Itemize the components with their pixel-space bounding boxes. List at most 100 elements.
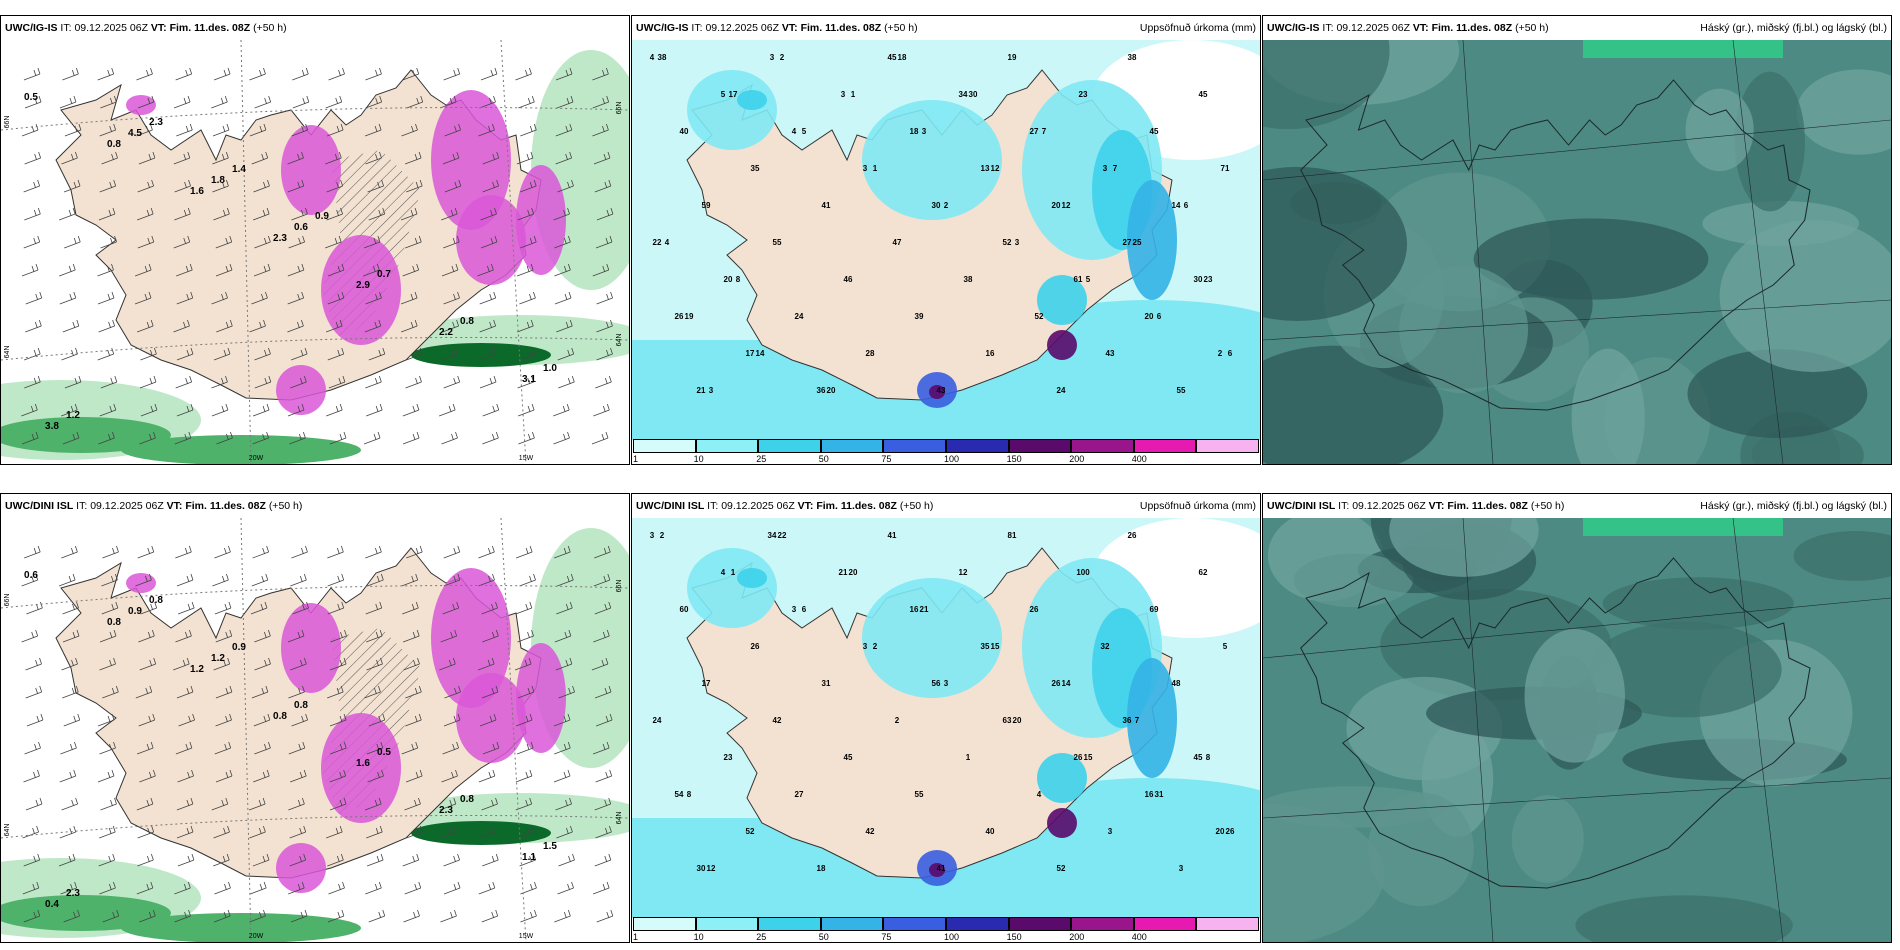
precip-value: 7 xyxy=(1113,164,1118,173)
wind-barb xyxy=(213,347,231,361)
precip-value: 45 xyxy=(1194,753,1203,762)
wind-barb xyxy=(478,545,495,559)
wind-barb xyxy=(99,179,117,193)
wind-barb xyxy=(405,685,422,699)
wind-barb xyxy=(594,601,612,615)
wind-barb xyxy=(253,263,271,277)
wind-barb xyxy=(291,123,309,137)
precip-value: 56 xyxy=(932,679,941,688)
wind-barb xyxy=(594,797,612,811)
wind-barb xyxy=(213,67,231,81)
wind-barb xyxy=(213,207,230,221)
wind-barb xyxy=(555,657,573,671)
cloud-panel-dini: UWC/DINI ISL IT: 09.12.2025 06Z VT: Fim.… xyxy=(1262,493,1892,943)
snow-shade xyxy=(516,643,566,753)
cloud-shade xyxy=(1685,88,1754,172)
wind-barb xyxy=(212,151,229,165)
precip-value: 24 xyxy=(795,312,804,321)
lead-time: (+50 h) xyxy=(899,500,934,512)
precip-value: 13 xyxy=(981,164,990,173)
wind-barb xyxy=(555,151,573,165)
wind-barb xyxy=(248,797,266,811)
wind-barb xyxy=(289,431,306,445)
precip-value: 23 xyxy=(724,753,733,762)
legend-swatch xyxy=(1071,439,1134,453)
wind-barb xyxy=(23,853,41,867)
grid-label: 15W xyxy=(519,933,534,940)
precip-value: 54 xyxy=(675,790,684,799)
wind-barb xyxy=(368,347,386,361)
precip-value: 55 xyxy=(915,790,924,799)
wind-barb xyxy=(443,853,460,867)
precip-value: 3 xyxy=(841,90,846,99)
wind-barb xyxy=(99,123,117,137)
wind-barb xyxy=(477,657,495,671)
wind-barb xyxy=(553,207,570,221)
precip-value: 3 xyxy=(1179,864,1184,873)
cloud-shade xyxy=(1793,530,1891,581)
wind-barb xyxy=(441,207,458,221)
wind-barb xyxy=(406,179,423,193)
it-value: 09.12.2025 06Z xyxy=(1336,22,1410,34)
precip-value: 38 xyxy=(1128,53,1137,62)
wind-barb xyxy=(137,95,155,109)
wind-barb xyxy=(140,601,158,615)
precip-value: 35 xyxy=(981,642,990,651)
wind-barb xyxy=(366,657,383,671)
wind-barb xyxy=(176,123,193,137)
precip-contour xyxy=(737,568,767,588)
wind-barb xyxy=(329,657,347,671)
vt-label: VT: xyxy=(166,500,183,512)
wind-barb xyxy=(177,601,195,615)
wind-barb xyxy=(63,909,80,923)
wind-value: 0.7 xyxy=(377,269,391,280)
wind-barb xyxy=(402,67,420,81)
wind-barb xyxy=(97,713,115,727)
wind-barb xyxy=(558,375,575,389)
legend-tick: 25 xyxy=(756,454,767,464)
wind-barb xyxy=(290,573,307,587)
precip-value: 3 xyxy=(709,386,714,395)
wind-barb xyxy=(556,825,573,839)
wind-barb xyxy=(64,375,82,389)
wind-barb xyxy=(327,573,345,587)
precip-value: 5 xyxy=(1223,642,1228,651)
cloud-title: Háský (gr.), miðský (fj.bl.) og lágský (… xyxy=(1700,22,1887,34)
wind-barb xyxy=(591,431,609,445)
legend-swatch xyxy=(1196,439,1259,453)
precip-contour xyxy=(862,578,1002,698)
wind-barb xyxy=(330,741,347,755)
it-value: 09.12.2025 06Z xyxy=(1352,500,1426,512)
precip-value: 23 xyxy=(1204,275,1213,284)
wind-barb xyxy=(443,573,461,587)
snow-shade xyxy=(281,603,341,693)
wind-barb xyxy=(250,881,267,895)
wind-value: 1.4 xyxy=(232,164,246,175)
precip-value: 39 xyxy=(915,312,924,321)
precip-shade xyxy=(1,417,171,453)
vt-value: Fim. 11.des. 08Z xyxy=(169,22,251,34)
grid-label: 15W xyxy=(519,455,534,462)
wind-barb xyxy=(215,685,233,699)
wind-barb xyxy=(99,741,116,755)
wind-barb xyxy=(365,151,382,165)
precip-value: 1 xyxy=(873,164,878,173)
legend-swatch xyxy=(1008,439,1072,453)
it-value: 09.12.2025 06Z xyxy=(74,22,148,34)
wind-barb xyxy=(401,123,418,137)
wind-barb xyxy=(137,545,155,559)
wind-barb xyxy=(480,207,497,221)
precip-value: 3 xyxy=(944,679,949,688)
precip-value: 6 xyxy=(1157,312,1162,321)
wind-barb xyxy=(137,853,154,867)
wind-barb xyxy=(290,769,307,783)
precip-value: 26 xyxy=(1030,605,1039,614)
lead-time: (+50 h) xyxy=(1515,22,1549,34)
precip-value: 31 xyxy=(822,679,831,688)
wind-barb xyxy=(173,657,190,671)
precip-value: 20 xyxy=(1013,716,1022,725)
legend-tick: 100 xyxy=(944,932,960,942)
wind-barb xyxy=(441,769,458,783)
precip-value: 42 xyxy=(866,827,875,836)
panel-header: UWC/DINI ISL IT: 09.12.2025 06Z VT: Fim.… xyxy=(1263,494,1891,518)
